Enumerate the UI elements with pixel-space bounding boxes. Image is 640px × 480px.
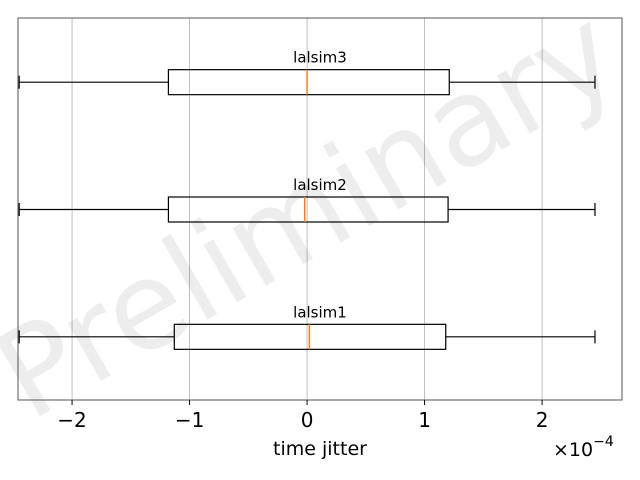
x-axis-label: time jitter [273,438,367,460]
x-axis-offset-exponent: −4 [593,434,614,450]
x-tick-label: 2 [536,408,549,432]
box-lalsim1: lalsim1 [18,303,596,350]
box-label: lalsim2 [293,176,347,194]
x-axis: −2 −1 0 1 2 [57,400,548,432]
x-tick-label: −1 [175,408,204,432]
x-tick-label: 1 [418,408,431,432]
x-tick-label: −2 [57,408,86,432]
box-lalsim3: lalsim3 [18,49,596,96]
box-iqr [167,69,450,96]
plot-frame [17,17,623,401]
boxes: lalsim1 lalsim2 lalsim3 [18,49,596,350]
box-iqr [167,196,449,223]
x-axis-offset-base: ×10 [553,439,593,461]
box-label: lalsim1 [293,303,347,321]
x-axis-offset: ×10−4 [553,434,614,461]
box-label: lalsim3 [293,49,347,67]
watermark: Preliminary [0,0,640,447]
x-tick-label: 0 [301,408,314,432]
box-lalsim2: lalsim2 [18,176,596,223]
